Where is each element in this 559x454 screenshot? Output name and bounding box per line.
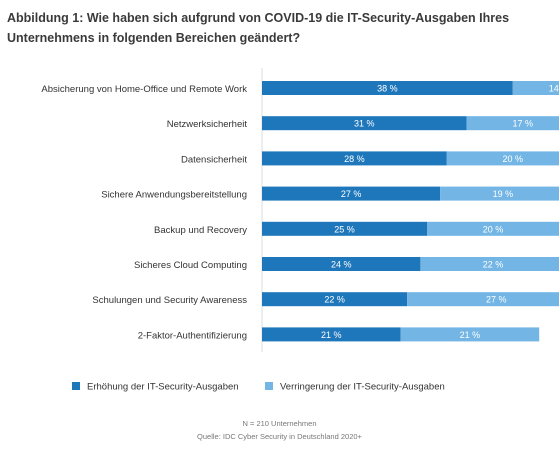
data-label-increase: 22 % <box>324 295 345 305</box>
bar-decrease <box>407 292 559 307</box>
data-label-increase: 21 % <box>321 330 342 340</box>
category-label: Sicheres Cloud Computing <box>134 260 247 271</box>
sample-size-note: N = 210 Unternehmen <box>242 419 317 428</box>
bar-decrease <box>420 257 559 271</box>
data-label-decrease: 20 % <box>503 154 524 164</box>
category-label: Datensicherheit <box>181 154 247 165</box>
data-label-decrease: 22 % <box>483 260 504 270</box>
bar-decrease <box>512 81 559 95</box>
data-label-increase: 38 % <box>377 84 398 94</box>
bar-decrease <box>400 327 540 342</box>
data-label-increase: 31 % <box>354 119 375 129</box>
category-label: 2-Faktor-Authentifizierung <box>138 330 247 341</box>
bar-increase <box>262 151 447 166</box>
data-label-decrease: 19 % <box>493 189 514 199</box>
bar-decrease <box>427 221 559 236</box>
chart-title: Abbildung 1: Wie haben sich aufgrund von… <box>7 11 510 45</box>
legend-label-decrease: Verringerung der IT-Security-Ausgaben <box>280 382 445 393</box>
bar-decrease <box>466 116 559 131</box>
legend-swatch-decrease <box>265 382 273 390</box>
data-label-decrease: 21 % <box>460 330 481 340</box>
bar-decrease <box>446 151 559 166</box>
category-label: Sichere Anwendungsbereitstellung <box>101 190 247 201</box>
data-label-decrease: 17 % <box>512 119 533 129</box>
bar-decrease <box>440 186 559 201</box>
category-label: Backup und Recovery <box>154 225 247 236</box>
data-label-increase: 28 % <box>344 154 365 164</box>
bar-increase <box>262 186 441 201</box>
data-label-decrease: 20 % <box>483 224 504 234</box>
data-label-increase: 24 % <box>331 260 352 270</box>
bar-increase <box>262 292 408 307</box>
data-label-decrease: 27 % <box>486 295 507 305</box>
source-note: Quelle: IDC Cyber Security in Deutschlan… <box>197 432 362 441</box>
data-label-increase: 25 % <box>334 224 355 234</box>
bar-increase <box>262 257 421 271</box>
bar-increase <box>262 327 401 342</box>
data-label-increase: 27 % <box>341 189 362 199</box>
legend-swatch-increase <box>72 382 80 390</box>
bar-increase <box>262 221 427 236</box>
category-label: Schulungen und Security Awareness <box>92 295 247 306</box>
category-label: Absicherung von Home-Office und Remote W… <box>41 84 247 95</box>
legend-label-increase: Erhöhung der IT-Security-Ausgaben <box>87 382 239 393</box>
bar-increase <box>262 116 467 131</box>
data-label-decrease: 14 % <box>549 84 559 94</box>
bar-increase <box>262 81 513 95</box>
category-label: Netzwerksicherheit <box>167 119 248 130</box>
